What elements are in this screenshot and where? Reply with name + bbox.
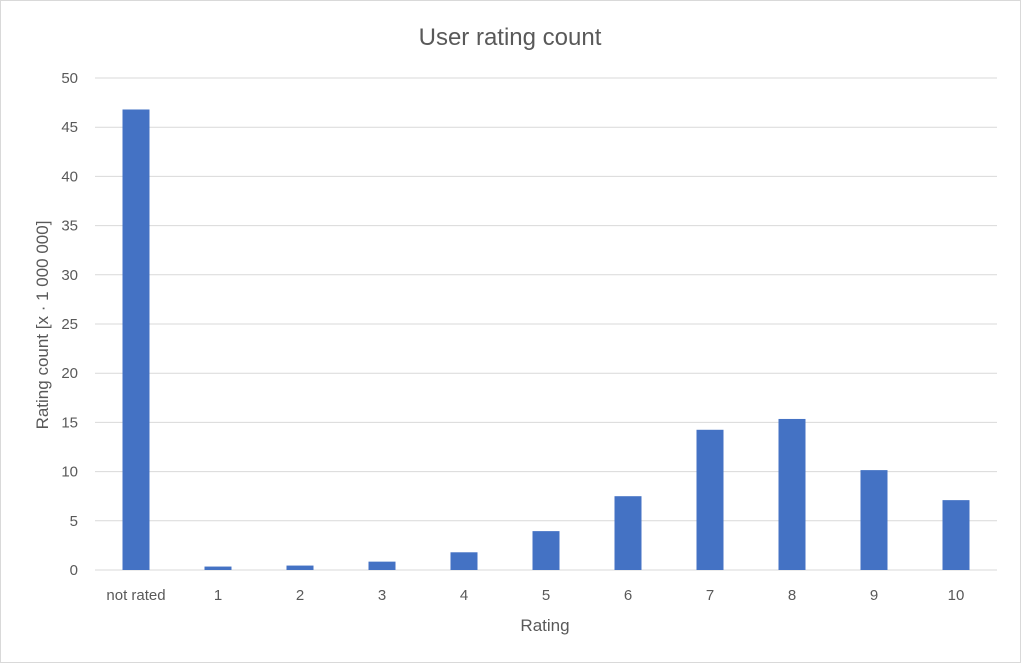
x-axis-ticks: not rated 1 2 3 4 5 6 7 8 9 10 <box>106 587 964 604</box>
y-tick-label: 35 <box>61 218 78 235</box>
y-axis-ticks: 0 5 10 15 20 25 30 35 40 45 50 <box>61 70 78 579</box>
x-tick-label: 3 <box>378 587 386 604</box>
y-tick-label: 10 <box>61 464 78 481</box>
y-tick-label: 0 <box>70 562 78 579</box>
y-tick-label: 5 <box>70 513 78 530</box>
y-tick-label: 30 <box>61 267 78 284</box>
y-tick-label: 15 <box>61 414 78 431</box>
x-tick-label: 8 <box>788 587 796 604</box>
bar-5 <box>532 531 560 570</box>
x-tick-label: 7 <box>706 587 714 604</box>
y-tick-label: 25 <box>61 316 78 333</box>
gridlines <box>95 77 997 571</box>
bar-8 <box>778 418 806 570</box>
bar-10 <box>942 500 970 570</box>
bar-not-rated <box>122 109 150 570</box>
y-tick-label: 45 <box>61 119 78 136</box>
x-tick-label: 10 <box>948 587 965 604</box>
x-tick-label: 4 <box>460 587 468 604</box>
bar-7 <box>696 429 724 570</box>
bar-9 <box>860 470 888 570</box>
x-tick-label: 5 <box>542 587 550 604</box>
bar-1 <box>204 566 232 570</box>
bar-3 <box>368 561 396 570</box>
bar-6 <box>614 496 642 570</box>
x-tick-label: 1 <box>214 587 222 604</box>
x-tick-label: not rated <box>106 587 165 604</box>
chart-title: User rating count <box>419 24 602 51</box>
bar-4 <box>450 552 478 570</box>
x-tick-label: 6 <box>624 587 632 604</box>
y-axis-title: Rating count [x · 1 000 000] <box>33 221 52 430</box>
x-axis-title: Rating <box>520 616 569 635</box>
bar-2 <box>286 565 314 570</box>
bars <box>122 109 970 570</box>
y-tick-label: 40 <box>61 168 78 185</box>
x-tick-label: 9 <box>870 587 878 604</box>
y-tick-label: 50 <box>61 70 78 87</box>
y-tick-label: 20 <box>61 365 78 382</box>
x-tick-label: 2 <box>296 587 304 604</box>
